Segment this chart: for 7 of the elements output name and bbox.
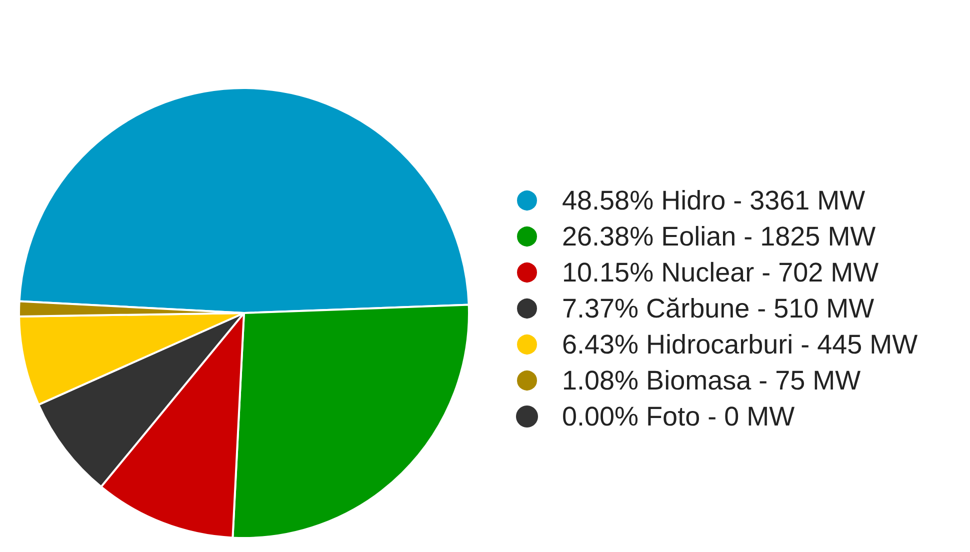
legend-label: 0.00% Foto - 0 MW [562, 402, 796, 432]
legend-label: 10.15% Nuclear - 702 MW [562, 258, 880, 288]
legend-label: 1.08% Biomasa - 75 MW [562, 366, 862, 396]
legend-label: 6.43% Hidrocarburi - 445 MW [562, 330, 918, 360]
legend-label: 48.58% Hidro - 3361 MW [562, 186, 866, 216]
legend-label: 26.38% Eolian - 1825 MW [562, 222, 876, 252]
legend-label: 7.37% Cărbune - 510 MW [562, 294, 875, 324]
